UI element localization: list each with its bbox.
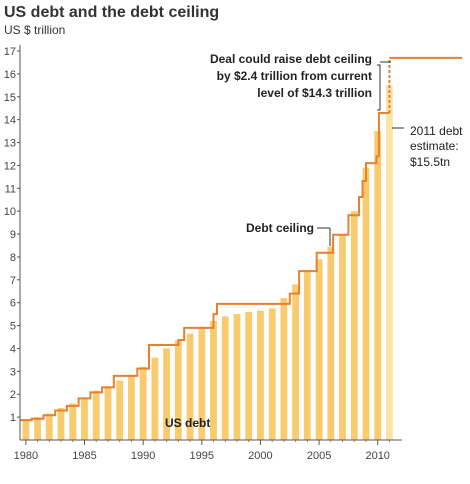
bar-1996 [210,321,217,440]
bar-1982 [45,413,53,440]
x-tick-label-1995: 1995 [190,450,214,462]
deal-annotation-line-2: by $2.4 trillion from current [217,69,372,83]
bar-1998 [233,314,241,440]
y-tick-label-1: 1 [10,412,16,424]
x-tick-label-1980: 1980 [14,450,38,462]
y-tick-label-6: 6 [10,298,16,310]
bar-2006 [327,246,335,440]
y-tick-label-16: 16 [4,69,16,81]
bar-1983 [57,408,65,440]
bar-2007 [339,234,346,440]
x-tick-label-1990: 1990 [131,450,155,462]
bar-1990 [139,366,147,440]
bar-1992 [163,348,170,440]
chart-title: US debt and the debt ceiling [4,4,219,21]
y-tick-label-14: 14 [4,115,16,127]
deal-annotation-bracket [377,64,381,111]
y-tick-label-15: 15 [4,92,16,104]
bar-1981 [34,417,41,440]
y-tick-label-10: 10 [4,206,16,218]
y-tick-label-4: 4 [10,344,16,356]
bar-1997 [221,316,229,440]
bar-1986 [92,390,100,440]
bars-group [22,85,393,441]
bar-2005 [315,259,323,440]
deal-annotation-line-1: Deal could raise debt ceiling [210,52,372,66]
y-tick-label-7: 7 [10,275,16,287]
bar-2003 [292,284,299,440]
y-tick-label-5: 5 [10,321,16,333]
chart-subtitle: US $ trillion [4,23,65,37]
ceiling-group [20,56,462,422]
y-tick-label-17: 17 [4,46,16,58]
bar-1984 [69,403,77,440]
x-tick-label-1985: 1985 [72,450,96,462]
y-tick-label-8: 8 [10,252,16,264]
bar-1987 [104,386,112,440]
x-tick-label-2005: 2005 [307,450,331,462]
debt-ceiling-line [20,112,390,422]
bar-1989 [128,374,135,440]
bar-2001 [268,308,276,440]
y-tick-label-9: 9 [10,229,16,241]
x-tick-label-2000: 2000 [248,450,272,462]
us-debt-label: US debt [165,416,210,430]
bar-2009 [362,167,370,440]
bar-2000 [257,310,264,440]
bar-1994 [186,333,194,440]
y-tick-label-2: 2 [10,389,16,401]
annotations-group: Deal could raise debt ceiling by $2.4 tr… [165,52,463,430]
bar-1980 [22,419,30,440]
bar-2002 [280,298,288,440]
bar-2004 [303,271,311,440]
bar-2011 [386,85,393,441]
bar-1993 [174,340,182,440]
bar-1985 [81,397,88,440]
bar-1988 [116,380,124,440]
y-tick-label-12: 12 [4,160,16,172]
estimate-annotation-line-2: estimate: [410,139,459,153]
bar-2008 [350,211,358,440]
deal-annotation-line-3: level of $14.3 trillion [257,86,372,100]
bar-2010 [374,131,382,440]
estimate-annotation-line-1: 2011 debt [410,124,463,138]
bar-1999 [245,311,253,440]
y-tick-label-13: 13 [4,138,16,150]
y-tick-label-11: 11 [5,183,16,195]
debt-ceiling-label: Debt ceiling [246,221,314,235]
y-tick-label-3: 3 [10,366,16,378]
estimate-annotation-line-3: $15.5tn [410,155,450,169]
bar-1995 [198,326,206,440]
bar-1991 [151,357,159,440]
x-tick-label-2010: 2010 [365,450,389,462]
